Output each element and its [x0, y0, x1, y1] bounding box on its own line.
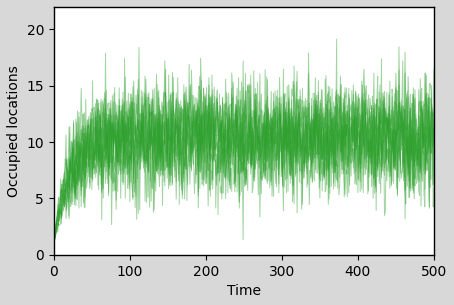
X-axis label: Time: Time — [227, 284, 261, 298]
Y-axis label: Occupied locations: Occupied locations — [7, 65, 21, 197]
